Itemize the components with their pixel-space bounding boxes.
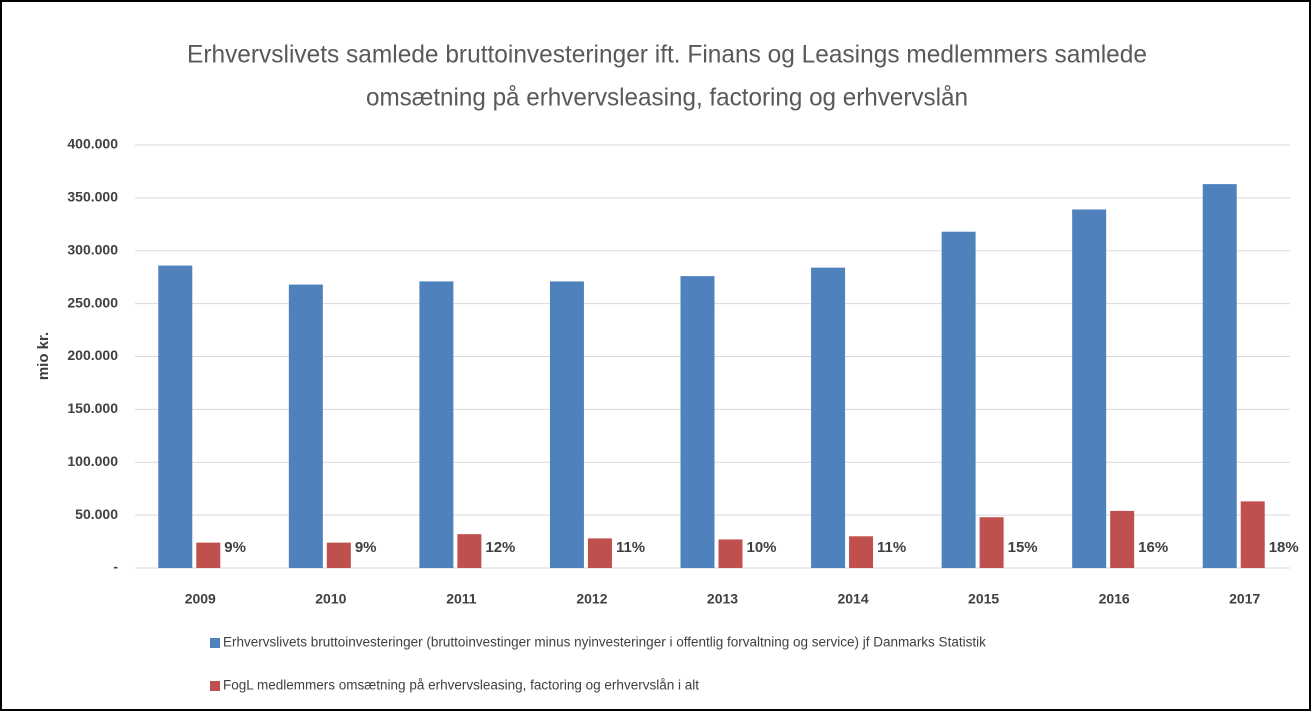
bar <box>549 281 584 568</box>
bar <box>941 231 976 568</box>
bar <box>196 542 221 568</box>
x-tick-label: 2013 <box>707 591 738 607</box>
chart-title: Erhvervslivets samlede bruttoinvestering… <box>187 41 1147 69</box>
bar <box>1240 501 1265 568</box>
y-tick-label: 250.000 <box>67 294 118 310</box>
legend-swatch <box>210 681 220 691</box>
bar-annotation: 16% <box>1138 539 1168 556</box>
bar-annotation: 12% <box>485 539 515 556</box>
y-tick-label: 300.000 <box>67 241 118 257</box>
bar-annotation: 15% <box>1008 539 1038 556</box>
bar-annotation: 9% <box>355 539 377 556</box>
bar <box>1202 184 1237 568</box>
y-tick-label: 200.000 <box>67 347 118 363</box>
bar <box>288 284 323 568</box>
bar-annotation: 10% <box>747 539 777 556</box>
x-tick-label: 2017 <box>1229 591 1260 607</box>
bar <box>419 281 454 568</box>
x-tick-label: 2009 <box>185 591 216 607</box>
bar <box>718 539 743 568</box>
bar-annotation: 11% <box>877 539 906 556</box>
bar <box>326 542 351 568</box>
bar <box>587 538 612 568</box>
bar <box>680 276 715 568</box>
x-tick-label: 2012 <box>576 591 607 607</box>
y-tick-label: 400.000 <box>67 136 118 152</box>
bar <box>1110 510 1135 568</box>
bar <box>457 534 482 568</box>
y-axis-label: mio kr. <box>35 332 52 380</box>
bar-annotation: 11% <box>616 539 645 556</box>
bar <box>1072 209 1107 568</box>
x-tick-label: 2010 <box>315 591 346 607</box>
legend-label: Erhvervslivets bruttoinvesteringer (brut… <box>223 635 986 650</box>
bar <box>979 517 1004 568</box>
x-tick-label: 2014 <box>837 591 868 607</box>
y-tick-label: 150.000 <box>67 400 118 416</box>
x-tick-label: 2011 <box>446 591 477 607</box>
y-tick-label: - <box>113 559 118 575</box>
bar <box>849 536 874 568</box>
bar-annotation: 9% <box>224 539 246 556</box>
chart-title: omsætning på erhvervsleasing, factoring … <box>366 84 968 112</box>
bar-annotation: 18% <box>1269 539 1299 556</box>
y-tick-label: 350.000 <box>67 189 118 205</box>
bar <box>811 267 846 568</box>
bar <box>158 265 193 568</box>
legend-swatch <box>210 638 220 648</box>
x-tick-label: 2015 <box>968 591 999 607</box>
x-tick-label: 2016 <box>1099 591 1130 607</box>
y-tick-label: 50.000 <box>75 506 118 522</box>
y-tick-label: 100.000 <box>67 453 118 469</box>
legend-label: FogL medlemmers omsætning på erhvervslea… <box>223 678 699 693</box>
